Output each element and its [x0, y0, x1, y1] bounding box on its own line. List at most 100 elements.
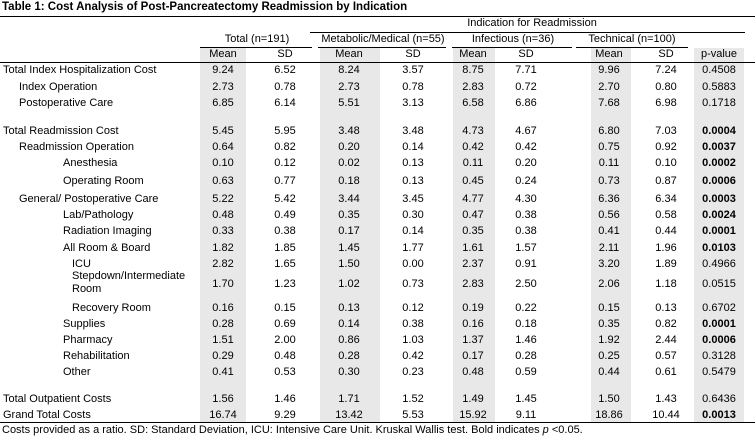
table-cell: 0.25 — [598, 350, 620, 362]
table-cell: 0.38 — [274, 225, 296, 237]
table-cell: 0.00 — [402, 258, 424, 270]
p-value-cell: 0.6436 — [702, 393, 736, 405]
row-label: Pharmacy — [63, 334, 113, 346]
table-cell: 0.82 — [655, 318, 677, 330]
table-cell: 0.41 — [212, 366, 234, 378]
table-cell: 0.15 — [274, 302, 296, 314]
table-cell: 1.37 — [462, 334, 484, 346]
table-cell: 0.80 — [655, 81, 677, 93]
subheader-sd: SD — [658, 48, 674, 60]
p-value-cell: 0.4508 — [702, 64, 736, 76]
table-cell: 0.48 — [212, 209, 234, 221]
table-cell: 2.11 — [598, 242, 620, 254]
table-cell: 9.29 — [274, 409, 296, 421]
subheader-sd: SD — [277, 48, 293, 60]
footnote-italic: p — [542, 424, 549, 436]
table-cell: 6.85 — [212, 97, 234, 109]
table-cell: 5.22 — [212, 193, 234, 205]
p-value-cell: 0.0006 — [702, 175, 736, 187]
column-group-header: Infectious (n=36) — [471, 33, 555, 45]
p-value-cell: 0.0024 — [702, 209, 736, 221]
table-cell: 18.86 — [595, 409, 623, 421]
table-cell: 0.28 — [515, 350, 537, 362]
p-value-cell: 0.1718 — [702, 97, 736, 109]
table-cell: 4.77 — [462, 193, 484, 205]
p-value-cell: 0.5883 — [702, 81, 736, 93]
table-cell: 1.61 — [462, 242, 484, 254]
p-value-cell: 0.0001 — [702, 318, 736, 330]
table-cell: 7.68 — [598, 97, 620, 109]
table-cell: 2.82 — [212, 258, 234, 270]
footnote-text: Costs provided as a ratio. SD: Standard … — [2, 424, 543, 436]
column-group-header: Total (n=191) — [224, 33, 290, 45]
table-cell: 0.53 — [274, 366, 296, 378]
table-cell: 1.70 — [212, 278, 234, 290]
table-cell: 0.59 — [515, 366, 537, 378]
table-cell: 2.00 — [274, 334, 296, 346]
table-cell: 0.72 — [515, 81, 537, 93]
row-label: Lab/Pathology — [63, 209, 134, 221]
p-value-cell: 0.4966 — [702, 258, 736, 270]
table-cell: 0.10 — [655, 157, 677, 169]
row-label: Stepdown/Intermediate Room — [72, 270, 186, 295]
table-footnote: Costs provided as a ratio. SD: Standard … — [2, 424, 583, 436]
table-cell: 0.61 — [655, 366, 677, 378]
table-cell: 10.44 — [652, 409, 680, 421]
row-label: All Room & Board — [63, 242, 151, 254]
table-cell: 1.46 — [274, 393, 296, 405]
table-cell: 0.57 — [655, 350, 677, 362]
table-cell: 6.52 — [274, 64, 296, 76]
table-cell: 0.69 — [274, 318, 296, 330]
bottom-rule — [0, 422, 755, 423]
table-cell: 0.86 — [338, 334, 360, 346]
table-cell: 0.18 — [338, 175, 360, 187]
p-value-cell: 0.0013 — [702, 409, 736, 421]
table-cell: 5.51 — [338, 97, 360, 109]
table-cell: 0.48 — [274, 350, 296, 362]
table-cell: 3.45 — [402, 193, 424, 205]
row-label: Rehabilitation — [63, 350, 130, 362]
table-cell: 0.35 — [338, 209, 360, 221]
table-cell: 0.16 — [212, 302, 234, 314]
table-cell: 0.42 — [462, 141, 484, 153]
shaded-column-3 — [453, 48, 495, 422]
table-cell: 0.11 — [598, 157, 620, 169]
table-cell: 0.56 — [598, 209, 620, 221]
column-group-header: Technical (n=100) — [588, 33, 676, 45]
row-label: Operating Room — [63, 175, 144, 187]
table-cell: 0.17 — [338, 225, 360, 237]
table-cell: 2.83 — [462, 278, 484, 290]
table-cell: 0.92 — [655, 141, 677, 153]
p-value-cell: 0.6702 — [702, 302, 736, 314]
table-cell: 0.73 — [598, 175, 620, 187]
p-value-cell: 0.0004 — [702, 125, 736, 137]
table-cell: 0.38 — [402, 318, 424, 330]
table-cell: 1.92 — [598, 334, 620, 346]
table-cell: 3.20 — [598, 258, 620, 270]
table-cell: 0.44 — [655, 225, 677, 237]
row-label: Readmission Operation — [19, 141, 134, 153]
table-cell: 1.18 — [655, 278, 677, 290]
table-cell: 0.12 — [402, 302, 424, 314]
table-cell: 0.82 — [274, 141, 296, 153]
row-label: Recovery Room — [72, 302, 151, 314]
table-cell: 1.56 — [212, 393, 234, 405]
group-underline — [576, 47, 688, 48]
p-value-cell: 0.3128 — [702, 350, 736, 362]
group-header-underline — [310, 32, 745, 33]
table-cell: 0.78 — [402, 81, 424, 93]
row-label: Postoperative Care — [19, 97, 114, 109]
table-cell: 1.23 — [274, 278, 296, 290]
table-cell: 0.77 — [274, 175, 296, 187]
subheader-p-value: p-value — [700, 48, 738, 60]
table-cell: 1.96 — [655, 242, 677, 254]
table-cell: 0.13 — [402, 157, 424, 169]
table-cell: 2.50 — [515, 278, 537, 290]
table-cell: 0.20 — [338, 141, 360, 153]
table-cell: 1.77 — [402, 242, 424, 254]
group-underline — [452, 47, 572, 48]
table-cell: 5.45 — [212, 125, 234, 137]
row-label: Supplies — [63, 318, 106, 330]
table-cell: 1.57 — [515, 242, 537, 254]
table-cell: 8.75 — [462, 64, 484, 76]
